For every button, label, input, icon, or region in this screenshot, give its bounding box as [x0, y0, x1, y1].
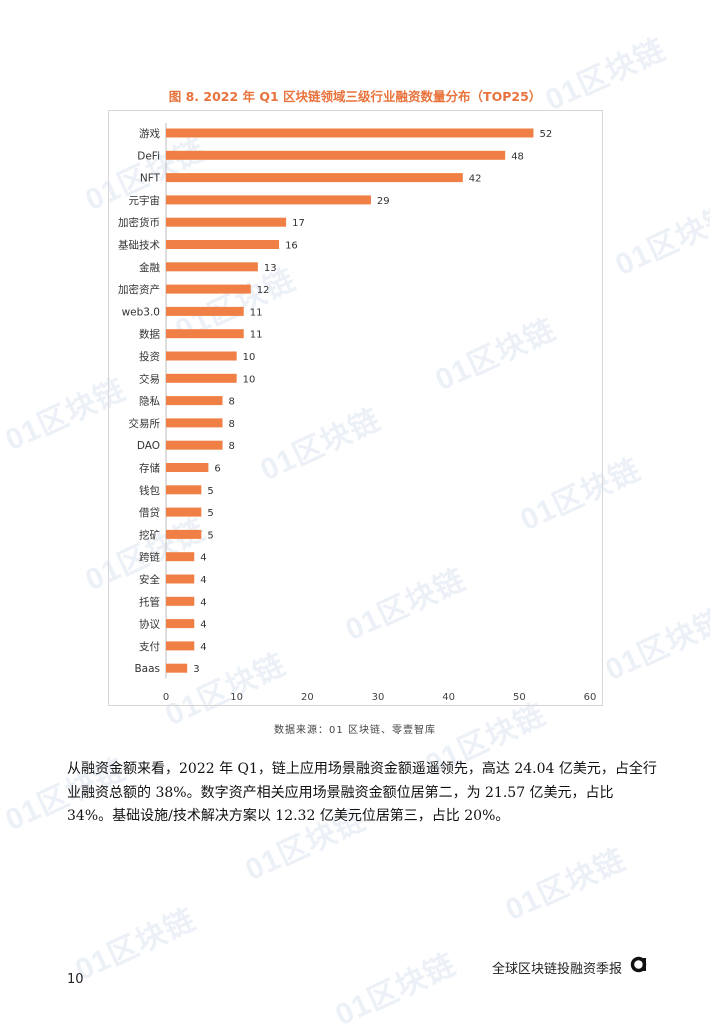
data-label: 16	[285, 241, 298, 252]
bar	[166, 217, 287, 227]
data-label: 10	[243, 352, 256, 363]
bar	[166, 351, 237, 361]
category-label: 基础技术	[118, 239, 160, 252]
data-label: 10	[243, 374, 256, 385]
data-label: 8	[229, 397, 235, 408]
bar	[166, 240, 280, 249]
data-label: 42	[469, 174, 482, 185]
category-label: 跨链	[139, 551, 160, 564]
category-label: web3.0	[122, 306, 160, 318]
data-source: 数据来源：01 区块链、零壹智库	[274, 725, 436, 736]
bar	[166, 619, 195, 629]
x-tick-label: 0	[163, 692, 169, 703]
data-label: 4	[200, 575, 206, 586]
bar	[166, 641, 195, 651]
data-label: 4	[200, 620, 206, 631]
watermark: 01区块链	[70, 903, 201, 988]
chart-title: 图 8. 2022 年 Q1 区块链领域三级行业融资数量分布（TOP25）	[168, 89, 542, 104]
category-label: 挖矿	[139, 528, 160, 541]
category-label: NFT	[140, 173, 161, 185]
data-label: 6	[214, 464, 220, 475]
category-label: 协议	[139, 618, 160, 631]
x-tick-label: 30	[372, 692, 385, 703]
category-label: 投资	[139, 350, 160, 363]
bar	[166, 574, 195, 584]
bar	[166, 507, 202, 517]
x-tick-label: 40	[442, 692, 455, 703]
bar	[166, 306, 244, 316]
data-label: 5	[207, 530, 213, 541]
category-label: 交易所	[129, 417, 161, 430]
category-label: 加密资产	[118, 283, 160, 296]
category-label: 交易	[139, 372, 160, 385]
data-label: 3	[193, 664, 199, 675]
category-label: 元宇宙	[129, 194, 161, 207]
bar	[166, 485, 202, 495]
category-label: 游戏	[139, 127, 160, 140]
category-label: 存储	[139, 462, 160, 475]
data-label: 48	[511, 151, 524, 162]
category-label: 借贷	[139, 506, 160, 519]
data-label: 52	[539, 129, 552, 140]
category-label: 支付	[139, 640, 160, 653]
data-label: 17	[292, 218, 305, 229]
category-label: 托管	[139, 595, 160, 608]
bar	[166, 128, 534, 138]
body-paragraph: 从融资金额来看，2022 年 Q1，链上应用场景融资金额遥遥领先，高达 24.0…	[67, 758, 657, 829]
bar	[166, 373, 237, 383]
bar	[166, 262, 258, 272]
data-label: 11	[250, 307, 263, 318]
category-label: 金融	[139, 261, 160, 274]
bar	[166, 396, 223, 406]
x-tick-label: 50	[513, 692, 526, 703]
category-label: 加密货币	[118, 216, 160, 229]
brand-logo-icon	[630, 956, 647, 973]
bar	[166, 552, 195, 562]
data-label: 29	[377, 196, 390, 207]
category-label: DAO	[137, 440, 160, 452]
data-label: 5	[207, 508, 213, 519]
bar	[166, 440, 223, 450]
watermark: 01区块链	[330, 948, 461, 1033]
bar	[166, 150, 506, 160]
data-label: 12	[257, 285, 270, 296]
data-label: 11	[250, 330, 263, 341]
x-tick-label: 20	[301, 692, 314, 703]
bar	[166, 529, 202, 539]
category-label: 安全	[139, 573, 160, 586]
bar	[166, 463, 209, 472]
bar	[166, 284, 251, 294]
category-label: Baas	[134, 663, 160, 675]
paragraph-text: 从融资金额来看，2022 年 Q1，链上应用场景融资金额遥遥领先，高达 24.0…	[67, 761, 657, 824]
bar	[166, 329, 244, 339]
category-label: 钱包	[139, 484, 160, 497]
category-label: 数据	[139, 328, 160, 341]
footer-title: 全球区块链投融资季报	[491, 962, 622, 977]
data-label: 4	[200, 642, 206, 653]
data-label: 5	[207, 486, 213, 497]
category-label: DeFi	[137, 150, 160, 162]
x-tick-label: 10	[230, 692, 243, 703]
page-number: 10	[67, 972, 84, 987]
bar	[166, 195, 371, 205]
data-label: 8	[229, 419, 235, 430]
data-label: 8	[229, 441, 235, 452]
category-label: 隐私	[139, 396, 160, 408]
watermark: 01区块链	[500, 843, 631, 928]
data-label: 4	[200, 553, 206, 564]
bar	[166, 596, 195, 606]
bar	[166, 418, 223, 428]
bar	[166, 173, 463, 183]
data-label: 4	[200, 597, 206, 608]
x-tick-label: 60	[584, 692, 597, 703]
data-label: 13	[264, 263, 277, 274]
bar	[166, 663, 188, 673]
chart-frame	[108, 110, 603, 706]
